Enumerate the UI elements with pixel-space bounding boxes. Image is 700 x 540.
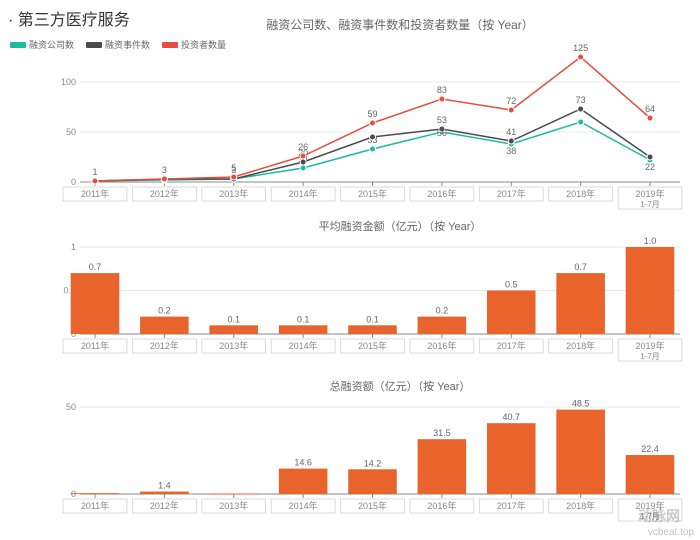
svg-text:0.1: 0.1 (227, 314, 240, 324)
svg-text:0.2: 0.2 (158, 306, 171, 316)
svg-text:100: 100 (61, 77, 76, 87)
svg-text:2011年: 2011年 (81, 340, 109, 351)
line-chart-title: 融资公司数、融资事件数和投资者数量（按 Year） (200, 16, 600, 33)
title-text: 第三方医疗服务 (18, 12, 130, 29)
svg-text:59: 59 (367, 109, 377, 119)
svg-text:3: 3 (162, 165, 167, 175)
svg-text:2017年: 2017年 (497, 188, 526, 199)
svg-text:2014年: 2014年 (289, 500, 318, 511)
svg-text:2012年: 2012年 (150, 188, 179, 199)
svg-text:73: 73 (576, 95, 586, 105)
svg-text:5: 5 (231, 163, 236, 173)
total-chart-title-text: 总融资额（亿元）（按 Year） (330, 381, 471, 393)
svg-text:64: 64 (645, 104, 655, 114)
watermark-main: 动脉网 (638, 506, 680, 526)
svg-text:2016年: 2016年 (427, 500, 456, 511)
svg-text:1.4: 1.4 (158, 481, 171, 491)
svg-text:50: 50 (66, 402, 76, 412)
svg-text:2018年: 2018年 (566, 188, 595, 199)
svg-text:1: 1 (92, 167, 97, 177)
svg-text:2019年: 2019年 (635, 188, 664, 199)
watermark-sub: vcbeat.top (648, 527, 694, 538)
svg-text:26: 26 (298, 142, 308, 152)
total-chart-title: 总融资额（亿元）（按 Year） (200, 378, 600, 394)
svg-text:2013年: 2013年 (219, 340, 248, 351)
svg-text:2012年: 2012年 (150, 500, 179, 511)
svg-text:48.5: 48.5 (572, 399, 590, 409)
total-chart: 0502011年1.42012年2013年14.62014年14.22015年3… (55, 395, 685, 540)
avg-chart-title-text: 平均融资金额（亿元）（按 Year） (319, 221, 482, 233)
svg-text:56: 56 (437, 128, 447, 138)
svg-text:1.0: 1.0 (644, 236, 657, 246)
svg-text:83: 83 (437, 85, 447, 95)
svg-text:31.5: 31.5 (433, 428, 451, 438)
title-bullet: · (8, 12, 18, 29)
svg-text:2019年: 2019年 (635, 340, 664, 351)
svg-text:2011年: 2011年 (81, 500, 109, 511)
svg-text:2018年: 2018年 (566, 500, 595, 511)
svg-text:22: 22 (645, 162, 655, 172)
svg-text:72: 72 (506, 96, 516, 106)
svg-text:2017年: 2017年 (497, 340, 526, 351)
svg-text:2017年: 2017年 (497, 500, 526, 511)
svg-text:14.6: 14.6 (294, 458, 312, 468)
svg-text:41: 41 (506, 127, 516, 137)
svg-text:2013年: 2013年 (219, 188, 248, 199)
page-title: · 第三方医疗服务 (8, 6, 130, 30)
svg-text:2015年: 2015年 (358, 340, 387, 351)
svg-text:50: 50 (66, 127, 76, 137)
svg-text:53: 53 (437, 115, 447, 125)
svg-text:125: 125 (573, 43, 588, 53)
svg-text:1-7月: 1-7月 (640, 200, 660, 209)
svg-text:0.1: 0.1 (297, 314, 310, 324)
line-chart: 0 50 100 2011年 2012年 2013年 2014年 2015年 2016年 2017… (55, 42, 685, 222)
svg-text:2014年: 2014年 (289, 340, 318, 351)
svg-text:2013年: 2013年 (219, 500, 248, 511)
svg-text:0: 0 (71, 177, 76, 187)
svg-text:0.2: 0.2 (436, 306, 449, 316)
svg-text:14.2: 14.2 (364, 458, 382, 468)
legend-swatch (10, 42, 26, 48)
svg-text:1-7月: 1-7月 (640, 352, 660, 361)
line-chart-title-text: 融资公司数、融资事件数和投资者数量（按 Year） (266, 18, 534, 32)
svg-text:22.4: 22.4 (641, 444, 659, 454)
svg-text:2011年: 2011年 (81, 188, 109, 199)
svg-text:2014年: 2014年 (289, 188, 318, 199)
svg-text:0.5: 0.5 (505, 280, 518, 290)
avg-chart-title: 平均融资金额（亿元）（按 Year） (200, 218, 600, 234)
svg-text:0.1: 0.1 (366, 314, 379, 324)
svg-text:2015年: 2015年 (358, 500, 387, 511)
svg-text:40.7: 40.7 (502, 412, 520, 422)
svg-text:2016年: 2016年 (427, 340, 456, 351)
svg-text:2018年: 2018年 (566, 340, 595, 351)
svg-text:2016年: 2016年 (427, 188, 456, 199)
svg-text:38: 38 (506, 146, 516, 156)
svg-text:0.7: 0.7 (574, 262, 587, 272)
svg-text:2015年: 2015年 (358, 188, 387, 199)
svg-text:1: 1 (71, 242, 76, 252)
svg-text:0.7: 0.7 (89, 262, 102, 272)
svg-text:2012年: 2012年 (150, 340, 179, 351)
avg-chart: 00.510.72011年0.22012年0.12013年0.12014年0.1… (55, 235, 685, 380)
